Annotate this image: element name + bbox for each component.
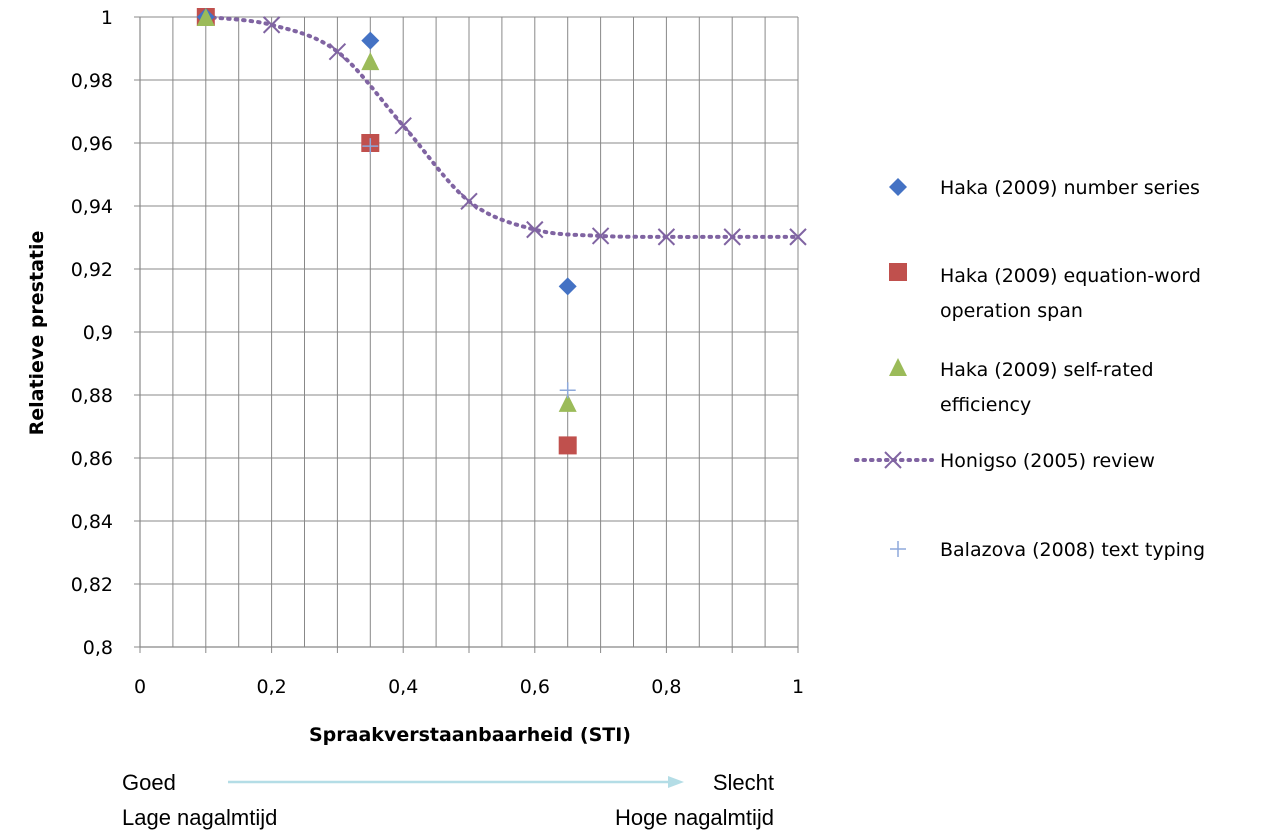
series-0 — [196, 8, 577, 296]
legend-label: Haka (2009) self-rated — [940, 359, 1154, 381]
x-tick-label: 0,6 — [520, 676, 550, 698]
data-point-diamond — [361, 31, 380, 50]
legend-entry-3: Honigso (2005) review — [854, 450, 1155, 472]
x-marker-b — [262, 16, 281, 34]
y-tick-label: 1 — [101, 7, 113, 29]
y-tick-label: 0,94 — [71, 196, 113, 218]
data-point-x — [460, 192, 478, 210]
y-tick-label: 0,92 — [71, 259, 113, 281]
x-tick-label: 0,2 — [256, 676, 286, 698]
y-tick-label: 0,98 — [71, 70, 113, 92]
data-point-triangle — [361, 52, 380, 71]
data-point-x — [723, 228, 741, 246]
y-tick-label: 0,9 — [83, 322, 113, 344]
data-point-x — [328, 42, 347, 61]
x-marker-b — [884, 451, 902, 469]
x-marker-b — [328, 42, 347, 61]
legend-marker — [884, 451, 902, 469]
x-marker-b — [591, 227, 610, 245]
y-tick-label: 0,86 — [71, 448, 113, 470]
data-point-x — [394, 116, 412, 135]
data-point-x — [789, 228, 807, 246]
y-tick-label: 0,82 — [71, 574, 113, 596]
legend-label: operation span — [940, 300, 1083, 322]
x-marker-b — [526, 220, 544, 239]
legend-marker — [890, 541, 906, 557]
data-point-x — [526, 220, 544, 239]
x-axis-title: Spraakverstaanbaarheid (STI) — [309, 724, 631, 746]
legend: Haka (2009) number series Haka (2009) equ… — [854, 177, 1205, 561]
legend-marker — [889, 178, 907, 196]
data-point-x — [657, 228, 676, 246]
legend-label: efficiency — [940, 394, 1031, 416]
legend-entry-2: Haka (2009) self-rated efficiency — [889, 358, 1154, 416]
y-tick-label: 0,88 — [71, 385, 113, 407]
quality-annotation: Goed Lage nagalmtijd Slecht Hoge nagalmt… — [122, 770, 774, 830]
series-1 — [196, 8, 577, 455]
x-marker-b — [394, 116, 412, 135]
annotation-lage-nagalmtijd: Lage nagalmtijd — [122, 805, 277, 830]
series-3 — [197, 8, 807, 246]
data-point-x — [262, 16, 281, 34]
annotation-goed: Goed — [122, 770, 176, 795]
x-tick-label: 0,8 — [651, 676, 681, 698]
legend-label: Haka (2009) number series — [940, 177, 1200, 199]
legend-entry-1: Haka (2009) equation-word operation span — [889, 263, 1201, 322]
legend-label: Honigso (2005) review — [940, 450, 1155, 472]
series-layer — [196, 8, 807, 455]
quality-arrow-head — [668, 776, 684, 788]
x-marker-b — [460, 192, 478, 210]
y-axis-title: Relatieve prestatie — [26, 231, 48, 436]
axes — [134, 16, 799, 653]
y-tick-label: 0,84 — [71, 511, 113, 533]
legend-marker — [889, 263, 907, 281]
x-tick-label: 0 — [134, 676, 146, 698]
annotation-hoge-nagalmtijd: Hoge nagalmtijd — [615, 805, 774, 830]
data-point-x — [591, 227, 610, 245]
data-point-triangle — [558, 393, 577, 412]
data-point-diamond — [558, 277, 577, 296]
honigso-line — [203, 15, 800, 239]
x-marker-b — [789, 228, 807, 246]
data-point-triangle — [196, 8, 215, 26]
data-point-square — [558, 436, 577, 455]
legend-entry-0: Haka (2009) number series — [889, 177, 1200, 199]
annotation-slecht: Slecht — [713, 770, 774, 795]
x-tick-label: 1 — [792, 676, 804, 698]
grid — [139, 16, 799, 648]
x-marker-b — [723, 228, 741, 246]
legend-label: Haka (2009) equation-word — [940, 265, 1201, 287]
x-marker-b — [657, 228, 676, 246]
x-tick-label: 0,4 — [388, 676, 418, 698]
legend-label: Balazova (2008) text typing — [940, 539, 1205, 561]
tick-labels: 0 0,2 0,4 0,6 0,8 1 1 0,98 0,96 0,94 0,92 0,9 0,88 0,… — [71, 7, 804, 698]
y-tick-label: 0,96 — [71, 133, 113, 155]
series-2 — [196, 8, 577, 412]
data-point-plus — [362, 138, 379, 155]
data-point-plus — [559, 382, 576, 399]
y-tick-label: 0,8 — [83, 637, 113, 659]
series-4 — [362, 138, 576, 399]
legend-marker — [889, 358, 907, 376]
legend-entry-4: Balazova (2008) text typing — [890, 539, 1205, 561]
